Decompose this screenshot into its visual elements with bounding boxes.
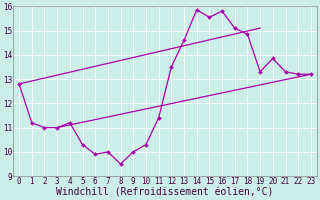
X-axis label: Windchill (Refroidissement éolien,°C): Windchill (Refroidissement éolien,°C): [56, 187, 274, 197]
